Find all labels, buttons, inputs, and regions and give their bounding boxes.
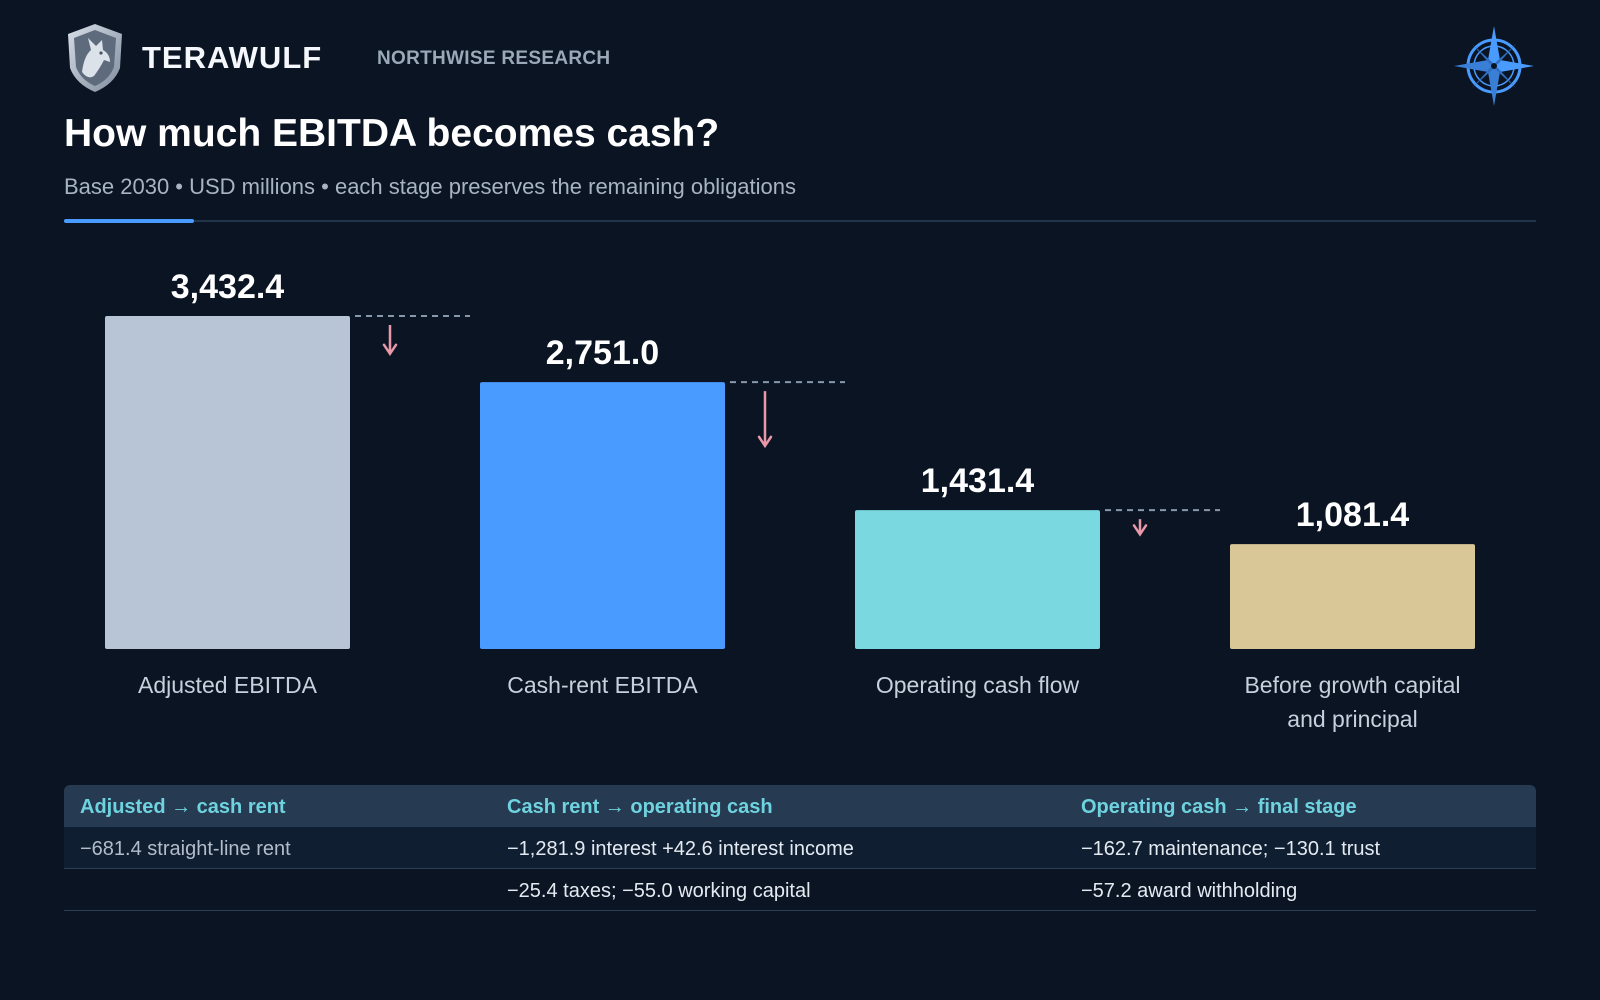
bridge-table: Adjusted → cash rent Cash rent → operati… bbox=[64, 785, 1536, 911]
research-label: NORTHWISE RESEARCH bbox=[377, 48, 611, 69]
down-arrow-head bbox=[1132, 524, 1148, 537]
divider bbox=[64, 220, 1536, 222]
table-cell: −25.4 taxes; −55.0 working capital bbox=[507, 880, 811, 902]
bar bbox=[1230, 544, 1475, 649]
data-label: 3,432.4 bbox=[171, 268, 285, 306]
tick-label: Operating cash flow bbox=[876, 672, 1080, 698]
bar bbox=[480, 382, 725, 649]
tick-label: Before growth capital bbox=[1244, 672, 1460, 698]
table-cell: −162.7 maintenance; −130.1 trust bbox=[1081, 838, 1381, 860]
tick-label: and principal bbox=[1287, 706, 1417, 732]
divider-accent bbox=[64, 219, 194, 223]
bar bbox=[855, 510, 1100, 649]
data-label: 1,431.4 bbox=[921, 462, 1035, 500]
table-cell: −681.4 straight-line rent bbox=[80, 838, 291, 860]
table-row: −25.4 taxes; −55.0 working capital −57.2… bbox=[64, 869, 1536, 911]
compass-rose-icon bbox=[1454, 26, 1534, 106]
table-header-cell: Operating cash → final stage bbox=[1081, 796, 1357, 818]
table-cell: −57.2 award withholding bbox=[1081, 880, 1298, 902]
down-arrow-head bbox=[757, 435, 773, 449]
table-header-cell: Cash rent → operating cash bbox=[507, 796, 773, 818]
tick-label: Cash-rent EBITDA bbox=[507, 672, 698, 698]
wolf-shield-icon bbox=[68, 24, 122, 92]
bar-chart: 3,432.4 Adjusted EBITDA 2,751.0 Cash-rent E… bbox=[105, 268, 1475, 732]
data-label: 2,751.0 bbox=[546, 334, 659, 372]
table-cell: −1,281.9 interest +42.6 interest income bbox=[507, 838, 854, 860]
page-subtitle: Base 2030 • USD millions • each stage pr… bbox=[64, 174, 797, 199]
brand-name: TERAWULF bbox=[142, 40, 323, 75]
table-row: −681.4 straight-line rent −1,281.9 inter… bbox=[64, 827, 1536, 869]
bar bbox=[105, 316, 350, 649]
down-arrow-head bbox=[382, 343, 398, 357]
table-header: Adjusted → cash rent Cash rent → operati… bbox=[64, 785, 1536, 827]
table-header-cell: Adjusted → cash rent bbox=[80, 796, 286, 818]
page-title: How much EBITDA becomes cash? bbox=[64, 112, 720, 155]
data-label: 1,081.4 bbox=[1296, 496, 1410, 534]
header: TERAWULF NORTHWISE RESEARCH bbox=[64, 22, 1536, 106]
tick-label: Adjusted EBITDA bbox=[138, 672, 318, 698]
